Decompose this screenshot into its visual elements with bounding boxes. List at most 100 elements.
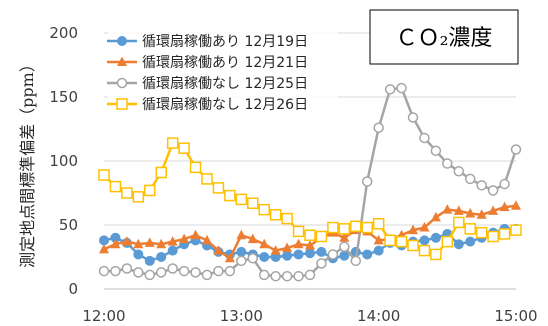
data-point: [121, 263, 133, 274]
data-point: [133, 267, 144, 278]
data-point: [430, 211, 441, 222]
data-point: [316, 258, 327, 269]
data-point: [373, 122, 384, 133]
y-tick-label: 100: [49, 152, 78, 170]
data-point: [441, 235, 454, 248]
data-point: [99, 243, 109, 254]
data-point: [305, 248, 315, 259]
data-point: [258, 203, 270, 216]
series-3: [98, 82, 522, 282]
x-tick-label: 14:00: [357, 307, 400, 325]
series-2: [99, 200, 521, 263]
y-tick-label: 200: [49, 24, 78, 42]
data-point: [407, 239, 419, 252]
data-point: [156, 238, 167, 249]
data-point: [167, 263, 178, 274]
data-point: [178, 265, 190, 277]
data-point: [407, 112, 419, 123]
data-point: [212, 182, 225, 194]
data-point: [224, 252, 235, 263]
data-point: [144, 269, 156, 281]
data-point: [110, 265, 121, 277]
data-point: [487, 185, 499, 196]
data-point: [395, 235, 408, 248]
data-point: [499, 201, 510, 212]
data-point: [510, 144, 522, 155]
x-tick-label: 15:00: [494, 307, 537, 325]
data-point: [475, 226, 488, 239]
y-axis-label: 測定地点間標準偏差（ppm）: [18, 56, 37, 268]
data-point: [189, 161, 202, 174]
data-point: [144, 184, 156, 197]
data-point: [499, 178, 510, 190]
chart-title: ＣＯ₂濃度: [396, 26, 493, 51]
data-point: [190, 267, 201, 278]
data-point: [247, 233, 258, 244]
data-point: [258, 269, 270, 281]
data-point: [202, 234, 212, 245]
data-point: [315, 230, 328, 243]
data-point: [201, 269, 213, 281]
data-point: [270, 245, 281, 255]
data-point: [155, 166, 167, 179]
data-point: [327, 221, 339, 234]
data-point: [350, 255, 362, 267]
data-point: [350, 220, 362, 233]
data-point: [465, 207, 476, 218]
data-point: [224, 189, 236, 202]
data-point: [121, 236, 132, 246]
legend-item: 循環扇稼働あり 12月19日: [107, 34, 308, 50]
data-point: [144, 255, 155, 266]
data-point: [99, 235, 109, 246]
data-point: [167, 236, 178, 246]
legend-label: 循環扇稼働なし 12月25日: [142, 76, 308, 92]
data-point: [419, 235, 430, 246]
title-frame: [369, 9, 519, 65]
data-point: [259, 252, 270, 262]
data-point: [201, 173, 213, 185]
legend-label: 循環扇稼働なし 12月26日: [142, 97, 308, 113]
legend-item: 循環扇稼働なし 12月25日: [107, 76, 308, 92]
data-point: [98, 169, 110, 181]
data-point: [156, 252, 167, 262]
data-point: [453, 205, 464, 215]
data-point: [190, 229, 201, 240]
data-point: [464, 223, 476, 235]
data-point: [121, 187, 133, 199]
legend-label: 循環扇稼働あり 12月21日: [142, 55, 308, 71]
data-point: [419, 132, 430, 144]
data-point: [316, 246, 327, 257]
data-point: [372, 217, 385, 230]
title-box: ＣＯ₂濃度: [369, 9, 519, 65]
data-point: [408, 224, 418, 235]
data-point: [419, 222, 430, 232]
data-point: [338, 223, 351, 235]
y-tick-label: 0: [68, 280, 78, 298]
axes: 0 50 100 150 200 12:00 13:00 14:00 15:00: [49, 24, 537, 325]
data-point: [213, 265, 224, 277]
data-point: [133, 238, 144, 249]
data-point: [179, 233, 190, 244]
data-point: [327, 249, 339, 260]
data-point: [133, 249, 144, 260]
data-point: [453, 165, 465, 177]
data-point: [464, 173, 476, 185]
legend-item: 循環扇稼働あり 12月21日: [107, 55, 308, 71]
data-point: [166, 137, 179, 149]
data-point: [304, 269, 316, 281]
data-point: [418, 244, 431, 257]
data-point: [488, 205, 499, 215]
data-point: [339, 241, 350, 253]
data-point: [510, 224, 522, 236]
y-tick-label: 50: [59, 216, 78, 234]
data-point: [476, 209, 487, 219]
data-point: [430, 232, 441, 243]
data-point: [236, 246, 247, 257]
data-point: [487, 230, 499, 243]
data-point: [270, 270, 281, 282]
data-point: [247, 253, 259, 264]
data-point: [269, 209, 282, 221]
data-point: [442, 158, 453, 169]
data-point: [442, 204, 453, 214]
